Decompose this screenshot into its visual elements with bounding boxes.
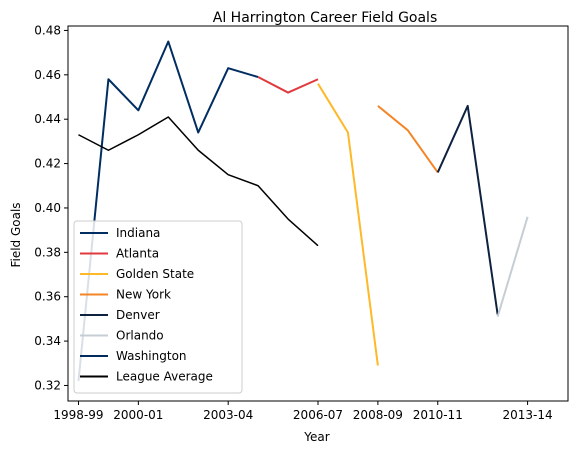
plot-frame xyxy=(67,25,569,402)
legend-label-league-average: League Average xyxy=(116,370,213,384)
y-tick-label: 0.44 xyxy=(34,112,61,126)
legend-label-new-york: New York xyxy=(116,288,171,302)
legend-label-washington: Washington xyxy=(116,349,187,363)
y-tick-label: 0.48 xyxy=(34,23,61,37)
series-line-golden-state xyxy=(317,83,379,366)
y-tick-label: 0.38 xyxy=(34,245,61,259)
series-line-atlanta xyxy=(257,76,319,94)
tick-layer: 0.32 0.34 0.36 0.38 0.40 0.42 0.44 0.46 0.48 1998… xyxy=(34,23,552,422)
x-tick-label: 2008-09 xyxy=(353,408,403,422)
y-tick-label: 0.36 xyxy=(34,290,61,304)
legend-label-denver: Denver xyxy=(116,308,160,322)
chart-title: Al Harrington Career Field Goals xyxy=(213,10,438,26)
legend-label-indiana: Indiana xyxy=(116,226,160,240)
legend-box xyxy=(73,220,243,394)
series-line-indiana xyxy=(77,40,259,382)
x-tick-label: 2013-14 xyxy=(503,408,553,422)
series-line-orlando xyxy=(496,216,529,317)
series-line-new-york xyxy=(377,105,439,174)
legend-label-golden-state: Golden State xyxy=(116,267,194,281)
legend-label-atlanta: Atlanta xyxy=(116,247,159,261)
y-tick-label: 0.40 xyxy=(34,201,61,215)
y-axis-label: Field Goals xyxy=(9,202,23,267)
series-layer xyxy=(77,40,529,382)
x-tick-label: 1998-99 xyxy=(53,408,103,422)
x-tick-label: 2000-01 xyxy=(113,408,163,422)
y-tick-label: 0.42 xyxy=(34,157,61,171)
y-tick-label: 0.34 xyxy=(34,334,61,348)
legend: Indiana Atlanta Golden State New York Denver… xyxy=(73,220,243,394)
x-tick-label: 2010-11 xyxy=(413,408,463,422)
x-tick-label: 2006-07 xyxy=(293,408,343,422)
x-tick-label: 2003-04 xyxy=(203,408,253,422)
series-line-league-average xyxy=(78,116,319,247)
legend-label-orlando: Orlando xyxy=(116,329,164,343)
x-axis-label: Year xyxy=(303,430,329,444)
series-line-denver xyxy=(436,104,499,315)
y-tick-label: 0.32 xyxy=(34,378,61,392)
y-tick-label: 0.46 xyxy=(34,68,61,82)
